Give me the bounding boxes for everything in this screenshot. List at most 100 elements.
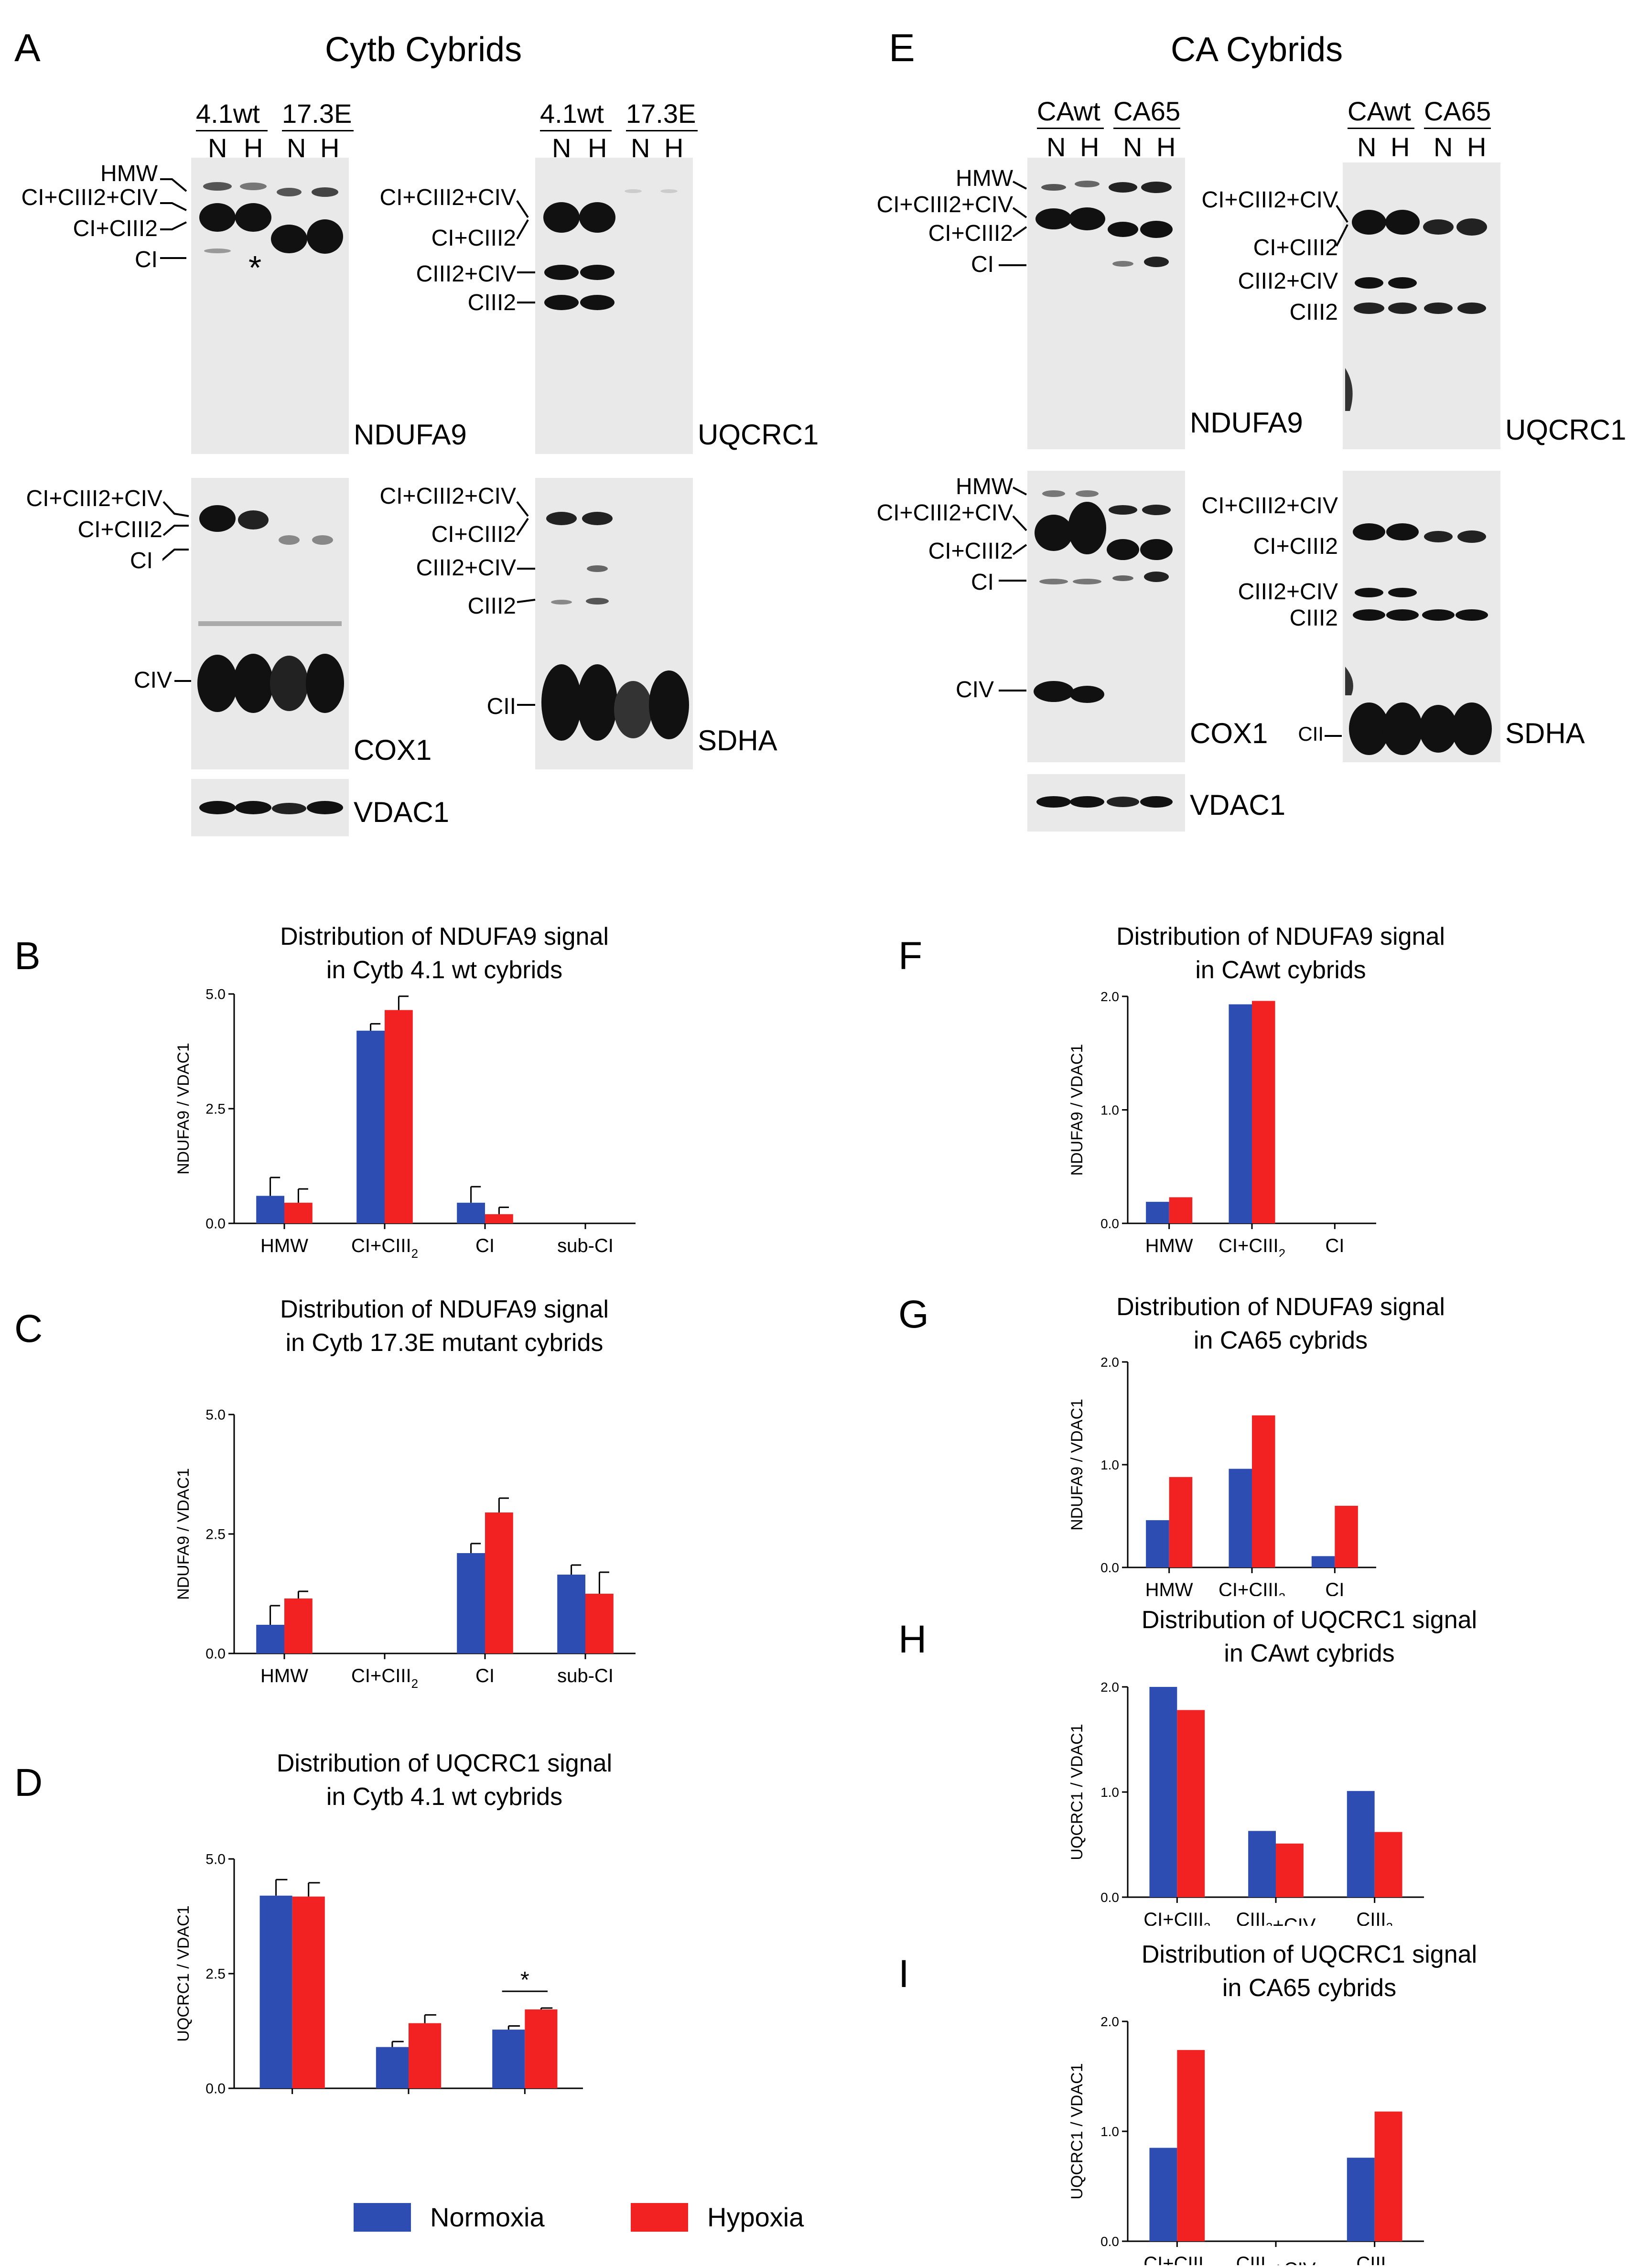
x-tick-label: CIII2 [1356,2253,1393,2265]
band-label: CIII2 [467,290,516,315]
legend-label-normoxia: Normoxia [430,2202,545,2232]
band-label: CI+CIII2 [431,226,516,251]
y-axis-label: NDUFA9 / VDAC1 [174,1468,193,1600]
band-label: CI [971,252,994,277]
band-label: CIII2+CIV [416,555,516,581]
bar-hypoxia [1374,1832,1402,1897]
y-tick-label: 1.0 [1100,2124,1119,2139]
x-tick-label: CIII2+CIV [1236,2253,1316,2265]
panel-letter-c: C [14,1307,43,1350]
bar-normoxia [1248,1831,1276,1897]
asterisk-marker: * [248,249,262,286]
bar-hypoxia [1177,1710,1205,1897]
band-pointers [999,486,1027,691]
x-tick-label: sub-CI [557,1665,614,1686]
bar-hypoxia [1169,1477,1193,1567]
blot-a-sdha-bands [541,512,689,741]
group-label: 4.1wt [196,98,260,129]
chart-f: 0.0 1.0 2.0 NDUFA9 / VDAC1 HMW CI+CIII2 CI [1068,989,1376,1257]
x-tick-label: CI [1325,1579,1344,1596]
bar-hypoxia [1252,1415,1275,1567]
antibody-label: SDHA [698,724,777,756]
antibody-label: UQCRC1 [698,419,819,451]
lane-label: N [1046,132,1066,162]
blot-e-cox1-bands [1034,490,1173,703]
chart-title-line: Distribution of UQCRC1 signal [1141,1941,1477,1968]
chart-title-line: Distribution of NDUFA9 signal [280,1296,609,1323]
chart-title-line: in CAwt cybrids [1224,1640,1395,1668]
y-tick-label: 5.0 [205,987,226,1003]
bar-hypoxia [1335,1506,1358,1567]
x-tick-label: CI+CIII2 [1219,1579,1285,1596]
y-tick-label: 0.0 [1100,2234,1119,2249]
chart-title-line: in CA65 cybrids [1193,1327,1368,1355]
bar-hypoxia [525,2009,558,2088]
lane-label: H [664,133,684,163]
blot-a-ndufa9-bands [199,182,343,254]
legend-label-hypoxia: Hypoxia [707,2202,804,2232]
chart-title-line: in Cytb 17.3E mutant cybrids [285,1329,604,1357]
group-label: CA65 [1113,96,1181,126]
bar-normoxia [376,2047,409,2088]
bar-normoxia [256,1625,284,1653]
bar-hypoxia [585,1594,614,1653]
blot-e-cox1 [1027,471,1185,762]
bar-hypoxia [1276,1843,1304,1897]
lane-label: H [1156,132,1176,162]
y-axis-label: UQCRC1 / VDAC1 [1068,2063,1086,2199]
bar-normoxia [1149,2148,1177,2241]
y-tick-label: 0.0 [205,1646,226,1662]
lane-label: H [244,133,263,163]
lane-label: H [1391,132,1410,162]
chart-title-line: Distribution of NDUFA9 signal [1116,1293,1445,1321]
legend: Normoxia Hypoxia [354,2198,831,2236]
band-pointers [516,200,535,303]
band-label: CI+CIII2+CIV [876,192,1013,217]
band-label: CI+CIII2+CIV [26,486,162,511]
band-label: CI+CIII2 [928,221,1013,246]
group-label: 17.3E [626,98,696,129]
y-tick-label: 0.0 [1100,1560,1119,1575]
y-tick-label: 2.5 [205,1102,226,1117]
y-tick-label: 2.0 [1100,2014,1119,2029]
band-pointers [162,501,191,682]
blot-a-uqcrc1 [535,158,693,454]
band-label: CI+CIII2+CIV [21,185,158,210]
y-tick-label: 5.0 [205,1852,226,1868]
panel-a-title: Cytb Cybrids [325,31,522,69]
group-label: CAwt [1037,96,1100,126]
band-label: CI+CIII2 [431,522,516,547]
x-tick-label: HMW [1145,1579,1193,1596]
blot-a-ndufa9 [191,158,349,454]
x-tick-label: CI+CIII2 [259,2100,326,2103]
y-axis-label: UQCRC1 / VDAC1 [1068,1724,1086,1860]
blot-a-uqcrc1-bands [543,189,678,310]
group-underline [282,130,354,131]
lane-label: H [1080,132,1100,162]
band-label: CIV [955,677,994,702]
band-label: CI+CIII2+CIV [876,500,1013,526]
y-tick-label: 5.0 [205,1407,226,1423]
lane-header-a-right: 4.1wt 17.3E N H N H [535,98,698,162]
lane-label: N [208,133,227,163]
band-label: CII [486,694,516,719]
y-axis-label: NDUFA9 / VDAC1 [1068,1399,1086,1531]
bar-hypoxia [1177,2050,1205,2241]
y-tick-label: 1.0 [1100,1102,1119,1117]
bar-normoxia [1311,1556,1335,1567]
group-label: 17.3E [282,98,352,129]
chart-title-line: in CAwt cybrids [1195,956,1366,984]
lane-header-e-right: CAwt CA65 N H N H [1343,98,1496,161]
lane-label: H [1467,132,1487,162]
band-label: CI+CIII2+CIV [1201,187,1338,213]
bar-normoxia [256,1196,284,1223]
lane-header-a-left: 4.1wt 17.3E N H N H [191,98,354,162]
group-underline [1424,128,1491,129]
x-tick-label: CI+CIII2 [351,1235,418,1261]
antibody-label: COX1 [1190,717,1268,749]
blot-a-vdac1-bands [199,801,343,814]
band-label: CI+CIII2 [928,539,1013,564]
lane-label: H [588,133,607,163]
x-tick-label: CIII2 [507,2100,543,2103]
x-tick-label: CI+CIII2 [1143,2253,1210,2265]
